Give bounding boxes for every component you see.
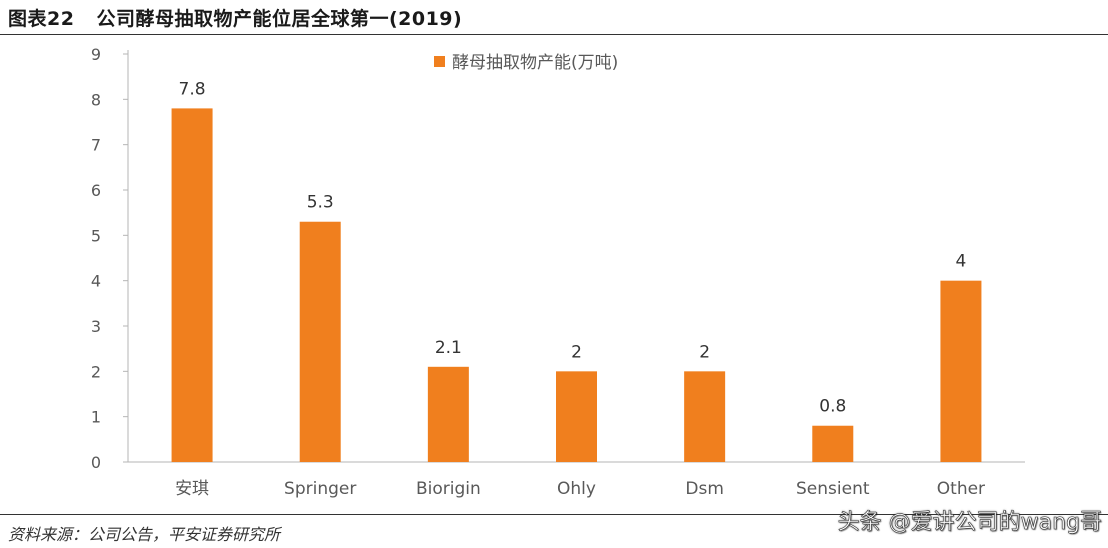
y-tick-label: 0 — [91, 453, 101, 472]
data-label: 7.8 — [179, 79, 206, 99]
y-tick-label: 4 — [91, 272, 101, 291]
bar — [171, 108, 213, 463]
data-label: 2.1 — [435, 338, 462, 358]
data-label: 2 — [571, 342, 582, 362]
x-tick-label: 安琪 — [175, 479, 209, 499]
x-tick-label: Dsm — [685, 479, 724, 499]
y-tick-label: 7 — [91, 136, 101, 155]
source-note: 资料来源：公司公告，平安证券研究所 — [8, 525, 281, 544]
figure-number: 图表22 — [8, 8, 75, 30]
y-tick-label: 3 — [91, 317, 101, 336]
data-label: 4 — [956, 252, 967, 272]
figure-title-text: 公司酵母抽取物产能位居全球第一(2019) — [96, 8, 463, 30]
legend-label: 酵母抽取物产能(万吨) — [452, 53, 618, 73]
bar-chart: 0 1 2 3 4 5 6 7 8 9 7.8 安琪 5.3 Springer 2.1 Biorigin 2 Oh… — [91, 45, 1025, 499]
bar — [940, 280, 982, 462]
y-tick-label: 9 — [91, 45, 101, 64]
figure-header: 图表22 公司酵母抽取物产能位居全球第一(2019) — [0, 0, 1108, 38]
y-tick-label: 1 — [91, 408, 101, 427]
x-tick-label: Springer — [284, 479, 356, 499]
data-label: 2 — [699, 342, 710, 362]
watermark: 头条 @爱讲公司的wang哥 — [837, 510, 1102, 536]
bar — [812, 425, 854, 462]
x-tick-label: Sensient — [796, 479, 870, 499]
y-tick-label: 6 — [91, 181, 101, 200]
y-tick-label: 2 — [91, 362, 101, 381]
legend-swatch — [434, 56, 445, 67]
y-tick-label: 8 — [91, 90, 101, 109]
x-tick-label: Ohly — [557, 479, 596, 499]
data-label: 0.8 — [819, 397, 846, 417]
bar — [684, 371, 726, 462]
x-tick-label: Other — [937, 479, 985, 499]
bar — [299, 221, 341, 462]
chart-area: 0 1 2 3 4 5 6 7 8 9 7.8 安琪 5.3 Springer 2.1 Biorigin 2 Oh… — [0, 38, 1108, 508]
data-label: 5.3 — [307, 193, 334, 213]
y-tick-label: 5 — [91, 226, 101, 245]
figure-title: 图表22 公司酵母抽取物产能位居全球第一(2019) — [8, 4, 462, 31]
bar — [427, 366, 469, 462]
bar — [556, 371, 597, 462]
title-divider — [0, 34, 1108, 35]
x-tick-label: Biorigin — [416, 479, 481, 499]
footer-divider — [0, 514, 1108, 515]
